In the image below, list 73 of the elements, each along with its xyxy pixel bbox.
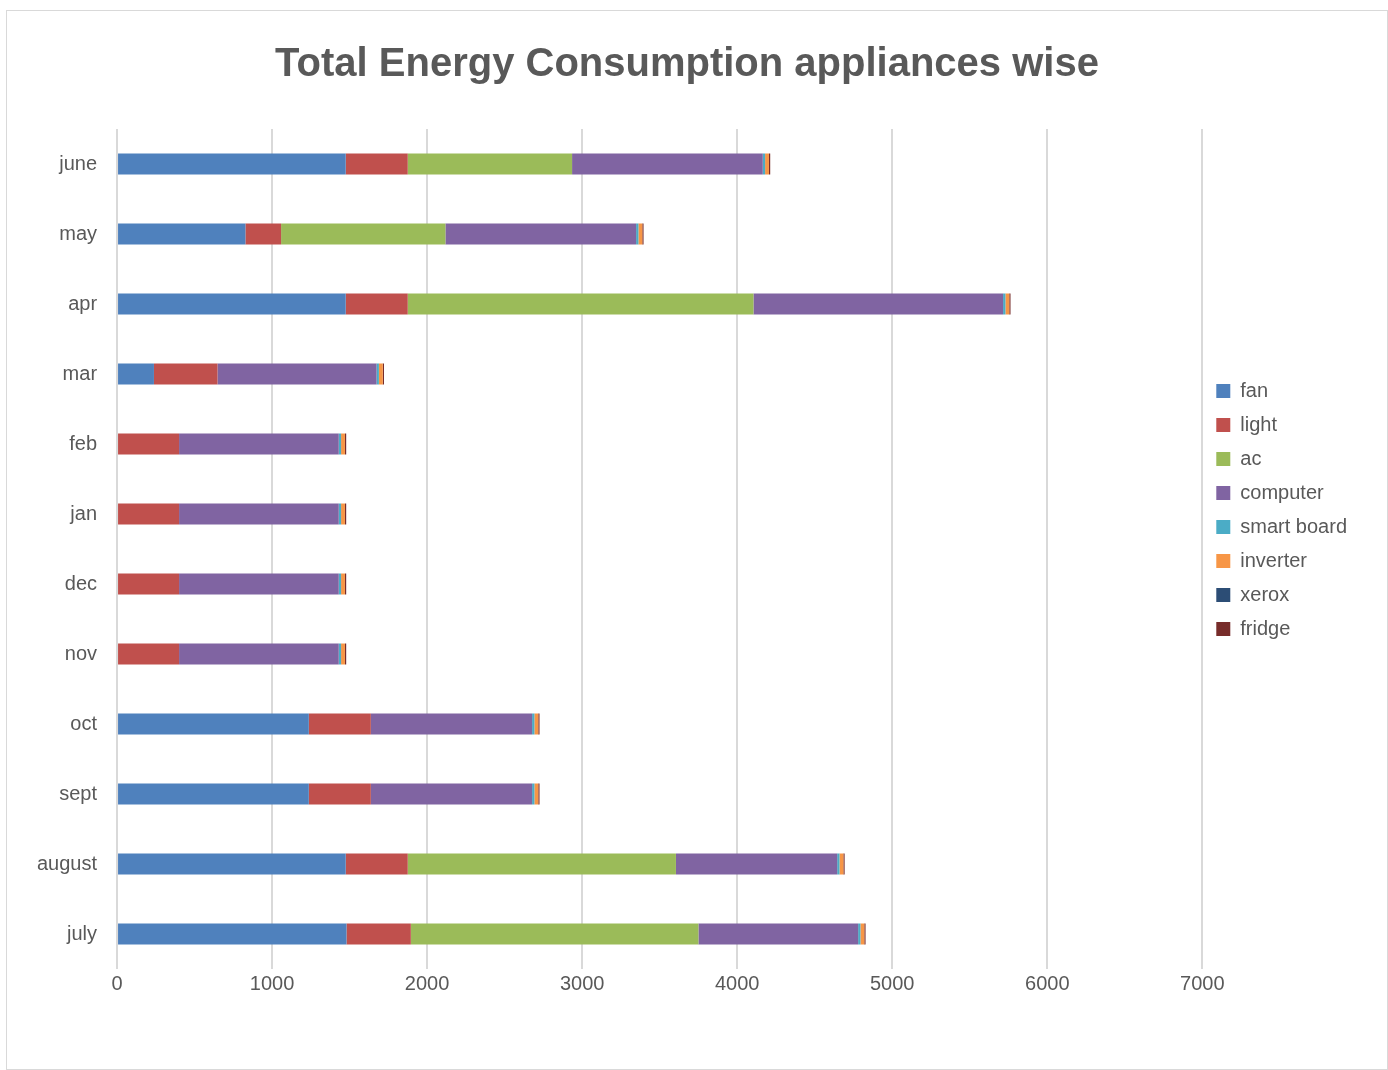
bar	[860, 923, 865, 945]
bar	[179, 433, 339, 455]
legend-label: computer	[1240, 480, 1324, 503]
chart-title: Total Energy Consumption appliances wise	[275, 40, 1099, 85]
x-tick-label: 4000	[714, 971, 760, 994]
bar	[179, 573, 339, 595]
bar	[118, 153, 346, 175]
bar	[345, 153, 408, 175]
bar	[118, 223, 246, 245]
bar	[346, 923, 411, 945]
bar	[410, 923, 699, 945]
legend-label: xerox	[1240, 582, 1290, 605]
bar	[407, 153, 573, 175]
bar	[345, 853, 408, 875]
x-tick-label: 7000	[1180, 971, 1225, 994]
bar	[345, 293, 408, 315]
y-tick-label: oct	[70, 711, 98, 734]
bar	[118, 293, 346, 315]
bar	[179, 643, 339, 665]
bar	[118, 573, 180, 595]
bar	[407, 293, 754, 315]
bar	[118, 783, 309, 805]
bar	[445, 223, 637, 245]
bar	[698, 923, 859, 945]
y-tick-label: august	[36, 851, 98, 874]
bar	[370, 783, 533, 805]
y-tick-label: mar	[62, 361, 98, 384]
y-tick-label: may	[59, 221, 98, 244]
legend-label: light	[1240, 412, 1278, 435]
x-tick-label: 1000	[249, 971, 295, 994]
bar	[217, 363, 377, 385]
bar	[118, 643, 180, 665]
bar	[534, 783, 539, 805]
bar	[308, 713, 371, 735]
legend-label: fridge	[1240, 616, 1291, 639]
bar	[118, 503, 180, 525]
bar	[753, 293, 1004, 315]
x-tick-label: 0	[111, 971, 123, 994]
x-tick-label: 2000	[404, 971, 450, 994]
bar	[179, 503, 339, 525]
bar	[638, 223, 643, 245]
y-tick-label: jan	[69, 501, 98, 524]
bar	[118, 713, 309, 735]
legend-label: smart board	[1240, 514, 1348, 537]
bar	[118, 853, 346, 875]
y-tick-label: dec	[64, 571, 98, 594]
y-tick-label: apr	[68, 291, 98, 314]
bar	[675, 853, 838, 875]
bar	[837, 853, 840, 875]
bar	[534, 713, 539, 735]
bar	[245, 223, 282, 245]
x-tick-label: 5000	[869, 971, 915, 994]
y-tick-label: june	[58, 151, 98, 174]
bar	[407, 853, 676, 875]
x-tick-label: 3000	[559, 971, 605, 994]
legend-label: fan	[1240, 378, 1269, 401]
bar	[370, 713, 533, 735]
bar	[153, 363, 218, 385]
y-tick-label: july	[66, 921, 98, 944]
bar	[308, 783, 371, 805]
y-tick-label: feb	[69, 431, 98, 454]
x-tick-label: 6000	[1025, 971, 1070, 994]
bar	[572, 153, 763, 175]
bar	[1005, 293, 1010, 315]
y-tick-label: nov	[64, 641, 98, 664]
bar	[378, 363, 383, 385]
legend-label: inverter	[1240, 548, 1308, 571]
bar	[118, 923, 347, 945]
y-tick-label: sept	[59, 781, 98, 804]
legend-label: ac	[1240, 446, 1262, 469]
bar	[118, 363, 154, 385]
bar	[281, 223, 446, 245]
bar	[118, 433, 180, 455]
